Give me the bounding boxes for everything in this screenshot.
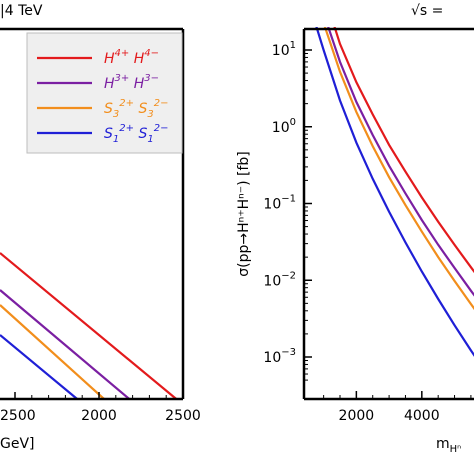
legend-label-4: S12+ S12− bbox=[104, 123, 168, 145]
right-chart-title-fragment: √s = bbox=[411, 3, 443, 19]
right-x-tick-label: 2000 bbox=[339, 408, 375, 424]
left-series-line-4 bbox=[0, 334, 78, 400]
left-chart-panel: |4 TeV 2500 2000 2500 H4+ H4− H3+ H3− S32+ S… bbox=[0, 3, 201, 452]
legend-label-1: H4+ H4− bbox=[104, 48, 159, 67]
y-tick-label: 101 bbox=[272, 40, 296, 59]
y-tick-label: 100 bbox=[272, 117, 296, 136]
y-axis-title: σ(pp→Hⁿ⁺Hⁿ⁻) [fb] bbox=[236, 151, 252, 276]
y-tick-label: 10−2 bbox=[263, 270, 296, 289]
legend-label-3: S32+ S32− bbox=[104, 98, 168, 120]
legend: H4+ H4− H3+ H3− S32+ S32− S12+ S12− bbox=[26, 32, 183, 154]
y-tick-label: 10−1 bbox=[263, 194, 296, 213]
legend-label-2: H3+ H3− bbox=[104, 73, 159, 92]
top-mask bbox=[300, 0, 410, 27]
right-axis-ticks: 20004000610110010−110−210−3 bbox=[263, 40, 472, 424]
left-x-tick-label: 2000 bbox=[81, 408, 117, 424]
right-x-tick-label: 4000 bbox=[404, 408, 440, 424]
left-x-ticks: 2500 2000 2500 bbox=[0, 392, 201, 424]
right-series-line-4 bbox=[312, 17, 474, 357]
left-chart-title-fragment: |4 TeV bbox=[0, 3, 43, 19]
legend-items: H4+ H4− H3+ H3− S32+ S32− S12+ S12− bbox=[37, 48, 168, 145]
left-series-line-3 bbox=[0, 304, 105, 400]
right-x-axis-title-text: mHⁿ bbox=[436, 436, 461, 455]
left-series-group bbox=[0, 252, 177, 400]
left-series-line-2 bbox=[0, 289, 130, 400]
y-tick-label: 10−3 bbox=[263, 347, 296, 366]
left-x-axis-title-fragment: GeV] bbox=[0, 436, 35, 452]
left-x-tick-label: 2500 bbox=[0, 408, 36, 424]
right-x-axis-title: mHⁿ bbox=[436, 436, 461, 455]
left-series-line-1 bbox=[0, 252, 177, 400]
left-x-tick-label: 2500 bbox=[165, 408, 201, 424]
